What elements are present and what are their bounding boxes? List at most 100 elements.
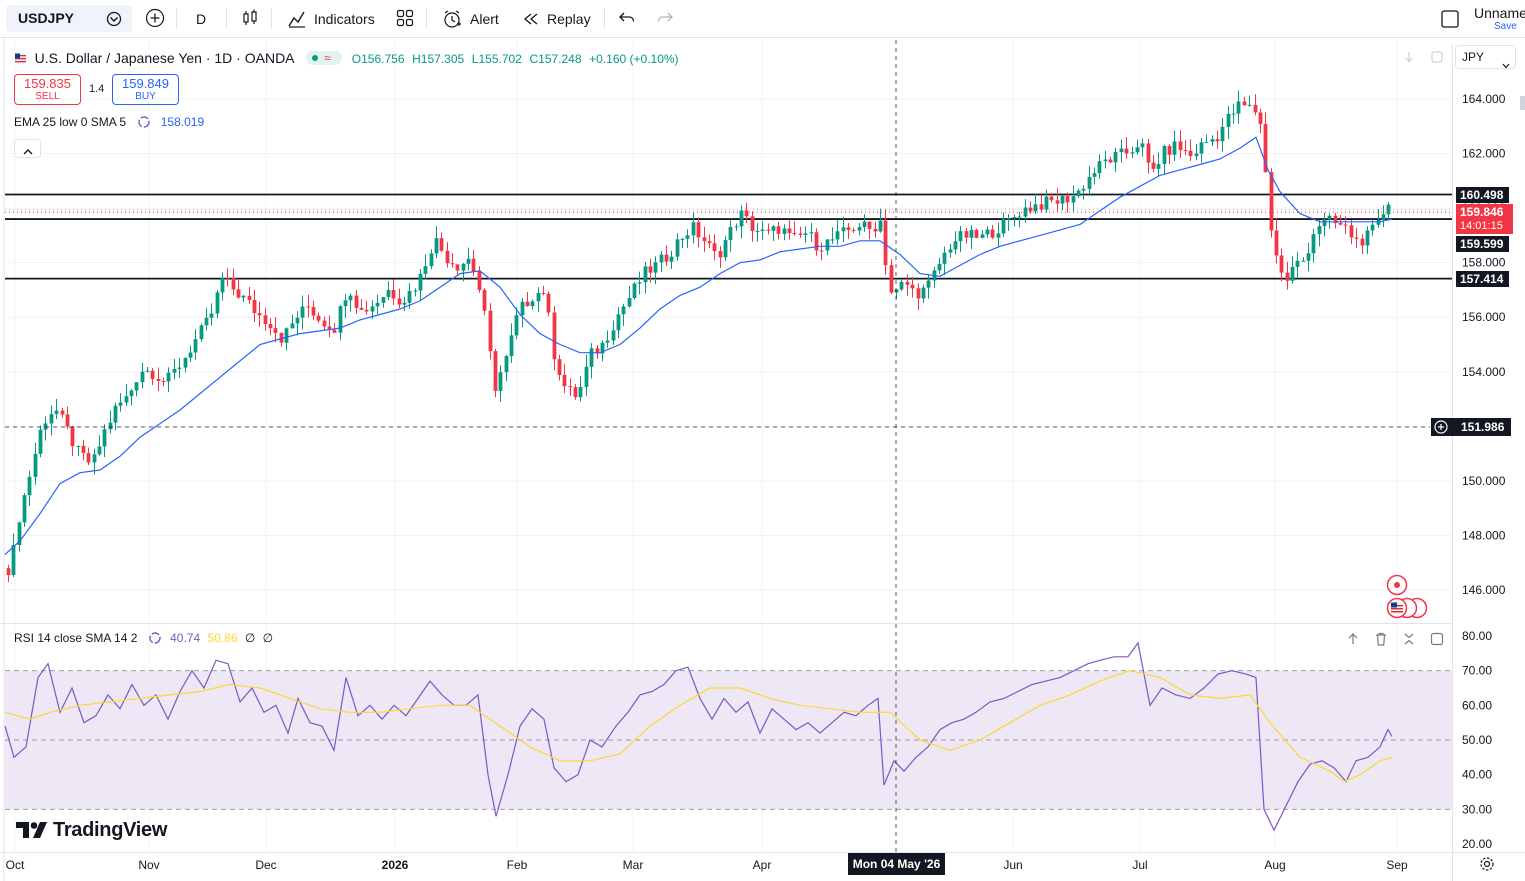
currency-select[interactable]: JPY — [1455, 45, 1516, 69]
candle-body — [776, 226, 781, 234]
add-alert-plus-icon[interactable] — [1434, 420, 1448, 434]
buy-button[interactable]: 159.849 BUY — [112, 74, 179, 105]
candle-body — [354, 295, 359, 308]
rsi-axis[interactable]: 80.00 70.00 60.00 50.00 40.00 30.00 20.00 — [1462, 629, 1492, 851]
delete-pane-icon[interactable] — [1373, 631, 1389, 647]
candle-body — [744, 210, 749, 217]
sell-price: 159.835 — [24, 76, 71, 91]
candle-body — [889, 265, 894, 293]
candle-body — [605, 340, 610, 343]
candle-body — [375, 302, 380, 307]
crosshair-price-label[interactable]: 151.986 — [1431, 418, 1511, 436]
tradingview-logo[interactable]: TradingView — [16, 818, 167, 842]
candle-body — [150, 370, 155, 379]
add-symbol-icon[interactable] — [145, 8, 165, 28]
candle-body — [1220, 126, 1225, 142]
candle-body — [370, 306, 375, 312]
symbol-search-button[interactable]: USDJPY — [6, 5, 132, 32]
templates-icon[interactable] — [395, 8, 415, 28]
indicators-icon — [287, 9, 307, 29]
time-tick-label: 2026 — [382, 858, 409, 872]
candles-icon[interactable] — [240, 8, 260, 28]
collapse-legend-button[interactable] — [14, 139, 41, 158]
alert-button[interactable]: Alert — [442, 0, 499, 37]
candle-body — [418, 273, 423, 291]
candle-body — [445, 250, 450, 264]
candle-body — [792, 232, 797, 234]
level-badge-low[interactable]: 157.414 — [1456, 271, 1509, 287]
time-tick-label: Feb — [507, 858, 528, 872]
undo-icon[interactable] — [617, 8, 637, 28]
rsi-refresh-icon[interactable] — [148, 631, 162, 645]
candle-body — [953, 241, 958, 250]
chart-settings-gear-icon[interactable] — [1479, 856, 1495, 872]
candle-body — [1327, 215, 1332, 220]
level-badge-top[interactable]: 160.498 — [1456, 187, 1509, 203]
candle-body — [739, 210, 744, 227]
candle-body — [905, 281, 910, 285]
current-price-badge[interactable]: 159.846 14:01:15 — [1456, 204, 1513, 234]
collapse-pane-icon[interactable] — [1401, 631, 1417, 647]
candle-body — [835, 231, 840, 240]
candle-body — [279, 332, 284, 343]
ema-legend[interactable]: EMA 25 low 0 SMA 5 158.019 — [14, 115, 204, 129]
candle-body — [1279, 255, 1284, 273]
candle-body — [568, 386, 573, 388]
candle-body — [627, 298, 632, 307]
redo-icon[interactable] — [655, 8, 675, 28]
compare-icon[interactable] — [106, 11, 122, 27]
maximize-pane-icon[interactable] — [1430, 50, 1444, 64]
right-scroll-handle[interactable] — [1520, 96, 1525, 110]
sell-button[interactable]: 159.835 SELL — [14, 74, 81, 105]
candle-body — [771, 226, 776, 231]
candle-body — [391, 289, 396, 299]
candle-body — [926, 280, 931, 288]
sell-label: SELL — [35, 91, 60, 102]
candle-body — [1381, 214, 1386, 221]
economic-event-icon[interactable] — [1386, 574, 1408, 596]
candle-body — [209, 313, 214, 318]
candle-body — [97, 446, 102, 455]
level-badge-mid[interactable]: 159.599 — [1456, 236, 1509, 252]
candle-body — [295, 317, 300, 324]
price-chart[interactable]: 164.000162.000160.000158.000156.000154.0… — [0, 38, 1525, 881]
layout-checkbox-icon[interactable] — [1441, 10, 1459, 28]
candle-body — [364, 309, 369, 312]
interval-button[interactable]: D — [196, 0, 206, 37]
chart-title[interactable]: U.S. Dollar / Japanese Yen · 1D · OANDA — [34, 50, 295, 66]
toolbar-divider — [226, 8, 227, 29]
candle-body — [145, 370, 150, 372]
maximize-rsi-pane-icon[interactable] — [1429, 631, 1445, 647]
alert-label: Alert — [470, 10, 499, 27]
toolbar-divider — [604, 8, 605, 29]
candle-body — [455, 264, 460, 271]
us-flag-events-icon[interactable] — [1382, 597, 1428, 619]
price-tick-label: 164.000 — [1462, 92, 1506, 106]
refresh-icon[interactable] — [137, 115, 151, 129]
candle-body — [1162, 145, 1167, 165]
replay-button[interactable]: Replay — [522, 0, 591, 37]
candle-body — [1311, 234, 1316, 254]
candle-body — [1183, 150, 1188, 152]
candle-body — [402, 302, 407, 305]
layout-name-button[interactable]: Unname Save — [1474, 5, 1525, 32]
candle-body — [637, 282, 642, 284]
candle-body — [1295, 260, 1300, 267]
candle-body — [247, 295, 252, 300]
market-status-icon[interactable]: ≈ — [306, 51, 343, 65]
candle-body — [38, 429, 43, 454]
arrow-down-icon[interactable] — [1402, 50, 1416, 64]
rsi-legend[interactable]: RSI 14 close SMA 14 2 40.74 50.86 ∅ ∅ — [14, 631, 273, 645]
indicators-button[interactable]: Indicators — [287, 0, 375, 37]
move-pane-up-icon[interactable] — [1345, 631, 1361, 647]
candle-body — [1146, 143, 1151, 163]
candle-body — [809, 232, 814, 234]
candle-body — [916, 288, 921, 299]
time-axis[interactable]: Oct Nov Dec 2026 Feb Mar Apr Jun Jul Aug Sep — [6, 858, 1408, 872]
rsi-band-layer — [5, 670, 1452, 810]
ohlc-change: +0.160 (+0.10%) — [589, 52, 679, 66]
candle-body — [140, 371, 145, 383]
crosshair-date-label[interactable]: Mon 04 May '26 — [848, 853, 945, 875]
horizontal-levels[interactable] — [5, 193, 1452, 280]
candle-body — [322, 320, 327, 327]
